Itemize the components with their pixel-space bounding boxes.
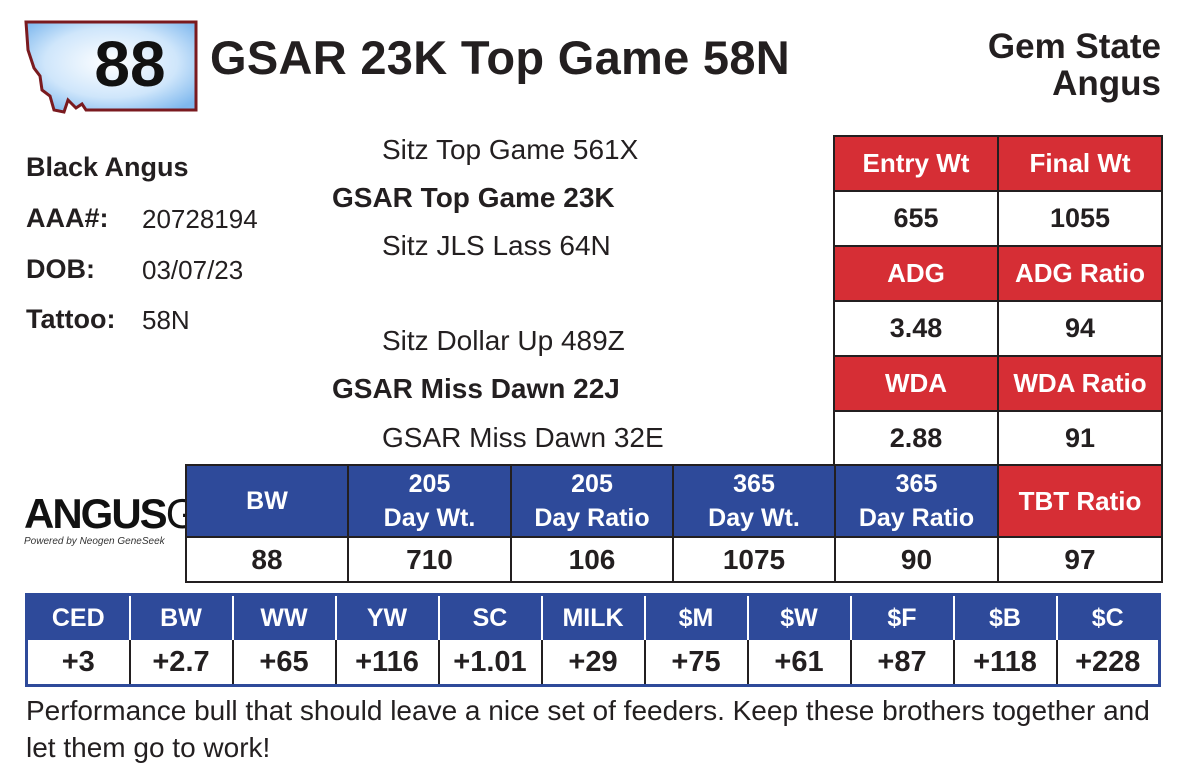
pedigree-dam: GSAR Miss Dawn 22J [332,373,620,404]
pedigree-sire: GSAR Top Game 23K [332,182,615,213]
adg-header: ADG [833,245,999,302]
adg-value: 3.48 [833,300,999,357]
epd-ww-value: +65 [231,640,336,686]
entry-wt-header: Entry Wt [833,135,999,192]
final-wt-value: 1055 [997,190,1163,247]
wt365-header: 365 Day Wt. [672,464,836,538]
animal-title: GSAR 23K Top Game 58N [210,31,791,84]
epd-milk-value: +29 [540,640,645,686]
adg-ratio-value: 94 [997,300,1163,357]
epd-yw-header: YW [334,594,439,640]
adg-ratio-header: ADG Ratio [997,245,1163,302]
pedigree-sire-sire: Sitz Top Game 561X [382,134,639,165]
breeder-name: Gem State Angus [988,28,1161,102]
dob-value: 03/07/23 [142,255,244,285]
epd-ced-header: CED [26,594,130,640]
weight-header-row: ADG ADG Ratio [833,245,1163,302]
epd-b-header: $B [952,594,1057,640]
tattoo-value: 58N [142,305,190,335]
performance-table: BW 205 Day Wt. 205 Day Ratio 365 Day Wt. 36… [185,464,1163,583]
epd-value-row: +3 +2.7 +65 +116 +1.01 +29 +75 +61 +87 +… [27,640,1160,686]
ratio365-header: 365 Day Ratio [834,464,999,538]
bw-header: BW [185,464,349,538]
breeder-line-1: Gem State [987,27,1161,66]
wt205-header: 205 Day Wt. [347,464,512,538]
ratio205-header: 205 Day Ratio [510,464,674,538]
epd-b-value: +118 [952,640,1057,686]
epd-m-header: $M [643,594,748,640]
logo-main: ANGUS [24,490,168,537]
epd-m-value: +75 [643,640,748,686]
breed: Black Angus [26,152,189,182]
wda-header: WDA [833,355,999,412]
epd-table: CED BW WW YW SC MILK $M $W $F $B $C +3 +… [25,593,1161,687]
angus-gs-logo: ANGUSGS Powered by Neogen GeneSeek [24,490,224,562]
bw-value: 88 [185,536,349,583]
entry-wt-value: 655 [833,190,999,247]
epd-bw-value: +2.7 [128,640,233,686]
weight-value-row: 655 1055 [833,190,1163,247]
weight-value-row: 2.88 91 [833,410,1163,467]
epd-milk-header: MILK [540,594,645,640]
state-map-badge [24,20,198,114]
pedigree-dam-sire: Sitz Dollar Up 489Z [382,325,625,356]
epd-header-row: CED BW WW YW SC MILK $M $W $F $B $C [26,594,1160,640]
epd-w-value: +61 [746,640,851,686]
sale-comment: Performance bull that should leave a nic… [26,695,1150,763]
epd-sc-value: +1.01 [437,640,542,686]
tbt-ratio-header: TBT Ratio [997,464,1163,538]
logo-tagline: Powered by Neogen GeneSeek [24,536,165,547]
dob-label: DOB: [26,254,95,284]
ratio205-value: 106 [510,536,674,583]
epd-sc-header: SC [437,594,542,640]
weight-header-row: WDA WDA Ratio [833,355,1163,412]
tbt-ratio-value: 97 [997,536,1163,583]
epd-yw-value: +116 [334,640,439,686]
tattoo-label: Tattoo: [26,304,116,334]
performance-value-row: 88 710 106 1075 90 97 [185,536,1163,583]
epd-c-value: +228 [1055,640,1160,686]
epd-c-header: $C [1055,594,1160,640]
epd-w-header: $W [746,594,851,640]
weight-header-row: Entry Wt Final Wt [833,135,1163,192]
aaa-value: 20728194 [142,204,258,234]
pedigree-dam-dam: GSAR Miss Dawn 32E [382,422,664,453]
weight-table: Entry Wt Final Wt 655 1055 ADG ADG Ratio… [833,135,1163,467]
wda-ratio-header: WDA Ratio [997,355,1163,412]
pedigree-sire-dam: Sitz JLS Lass 64N [382,230,611,261]
final-wt-header: Final Wt [997,135,1163,192]
weight-value-row: 3.48 94 [833,300,1163,357]
aaa-label: AAA#: [26,203,109,233]
epd-f-value: +87 [849,640,954,686]
breeder-line-2: Angus [1052,64,1161,103]
wt365-value: 1075 [672,536,836,583]
lot-number: 88 [94,28,166,100]
epd-bw-header: BW [128,594,233,640]
wda-value: 2.88 [833,410,999,467]
performance-header-row: BW 205 Day Wt. 205 Day Ratio 365 Day Wt. 36… [185,464,1163,538]
epd-f-header: $F [849,594,954,640]
epd-ww-header: WW [231,594,336,640]
wda-ratio-value: 91 [997,410,1163,467]
ratio365-value: 90 [834,536,999,583]
wt205-value: 710 [347,536,512,583]
epd-ced-value: +3 [61,645,95,678]
